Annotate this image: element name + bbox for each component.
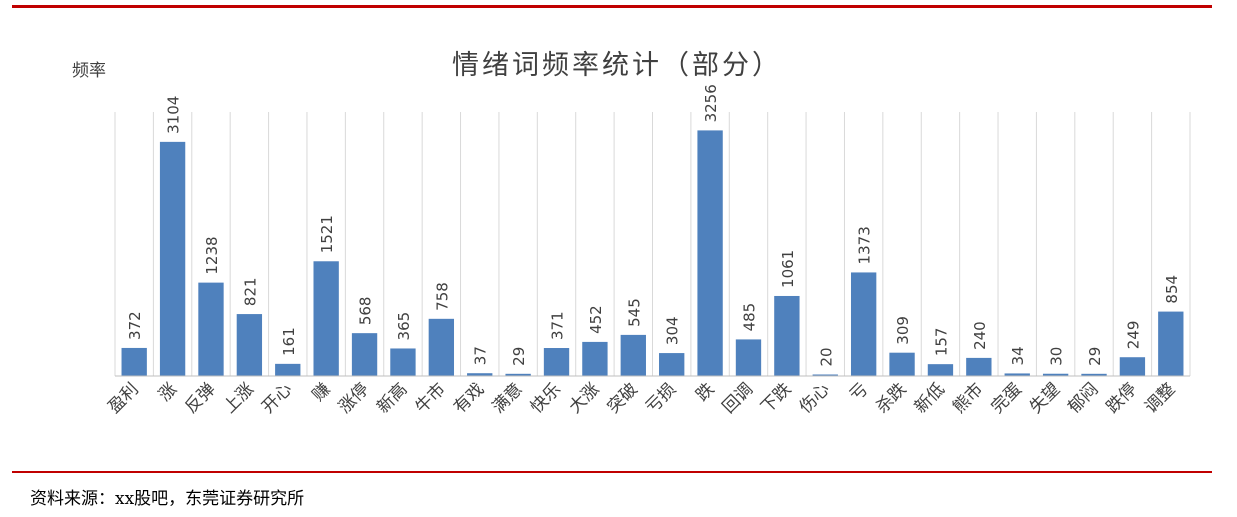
bar-value-label: 304 bbox=[664, 316, 682, 345]
category-label: 新低 bbox=[911, 379, 949, 417]
bar-value-label: 371 bbox=[549, 311, 567, 340]
bar-value-label: 365 bbox=[395, 312, 413, 341]
bar bbox=[390, 348, 416, 376]
category-label: 大涨 bbox=[565, 379, 603, 417]
category-label: 伤心 bbox=[796, 379, 834, 417]
bar-value-label: 20 bbox=[817, 347, 835, 366]
value-labels: 372 3104 1238 821 161 1521 568 365 758 37 29 371 452… bbox=[126, 84, 1181, 366]
category-label: 跌停 bbox=[1103, 379, 1141, 417]
category-label: 亏损 bbox=[642, 379, 680, 417]
category-label: 回调 bbox=[719, 379, 757, 417]
category-label: 跌 bbox=[692, 379, 718, 405]
category-label: 涨停 bbox=[335, 379, 373, 417]
category-label: 盈利 bbox=[105, 379, 143, 417]
bar bbox=[351, 333, 378, 376]
bar bbox=[697, 130, 723, 376]
bottom-rule bbox=[12, 471, 1212, 473]
bars bbox=[121, 130, 1184, 376]
bar bbox=[620, 334, 646, 376]
chart-title: 情绪词频率统计（部分） bbox=[452, 50, 782, 81]
bar-value-label: 29 bbox=[510, 347, 528, 366]
bar bbox=[428, 318, 455, 376]
category-label: 完蛋 bbox=[988, 379, 1026, 417]
category-label: 反弹 bbox=[181, 379, 219, 417]
bar-value-label: 1061 bbox=[779, 250, 797, 288]
bar-value-label: 309 bbox=[894, 316, 912, 345]
category-label: 牛市 bbox=[412, 379, 450, 417]
bar bbox=[812, 374, 838, 376]
bar-value-label: 161 bbox=[280, 327, 298, 356]
category-label: 郁闷 bbox=[1064, 379, 1102, 417]
bar bbox=[543, 348, 570, 376]
bar-value-label: 1238 bbox=[203, 236, 221, 274]
category-label: 满意 bbox=[488, 379, 526, 417]
category-label: 赚 bbox=[309, 379, 335, 405]
bar bbox=[121, 347, 147, 376]
bar-value-label: 29 bbox=[1086, 347, 1104, 366]
bar bbox=[850, 272, 877, 376]
category-labels: 盈利涨反弹 上涨 开心赚涨停 新高 牛市 有戏 满意 快乐 大涨 突破 亏损跌回调 下跌 伤心亏杀跌 新低… bbox=[105, 379, 1180, 417]
bar-chart: 情绪词频率统计（部分） 频率 3723104123882116115215683… bbox=[72, 50, 1191, 418]
bar bbox=[505, 373, 531, 376]
top-rule bbox=[12, 5, 1212, 8]
bar bbox=[659, 353, 685, 376]
bar bbox=[275, 363, 301, 376]
bar bbox=[774, 295, 800, 376]
category-label: 调整 bbox=[1141, 379, 1179, 417]
source-note: 资料来源：xx股吧，东莞证券研究所 bbox=[30, 489, 305, 509]
bar-value-label: 34 bbox=[1009, 346, 1027, 365]
bar-value-label: 3104 bbox=[165, 96, 183, 134]
category-label: 下跌 bbox=[757, 379, 795, 417]
bar-value-label: 854 bbox=[1163, 275, 1181, 304]
bar-value-label: 240 bbox=[971, 321, 989, 350]
bar-value-label: 37 bbox=[472, 346, 490, 365]
bar-value-label: 545 bbox=[625, 298, 643, 327]
category-label: 亏 bbox=[846, 379, 872, 405]
bar-value-label: 758 bbox=[433, 282, 451, 311]
bar-value-label: 30 bbox=[1048, 347, 1066, 366]
bar bbox=[1081, 373, 1107, 376]
bar bbox=[198, 282, 224, 376]
category-label: 上涨 bbox=[220, 379, 258, 417]
bar bbox=[582, 341, 608, 376]
bar-value-label: 249 bbox=[1124, 321, 1142, 350]
bar-value-label: 3256 bbox=[702, 84, 720, 122]
bar bbox=[889, 352, 915, 376]
gridlines bbox=[114, 112, 1191, 376]
bar bbox=[735, 339, 762, 376]
bar bbox=[966, 357, 992, 376]
category-label: 有戏 bbox=[450, 379, 488, 417]
bar bbox=[159, 141, 186, 376]
bar-value-label: 1521 bbox=[318, 215, 336, 253]
category-label: 突破 bbox=[604, 379, 642, 417]
bar-value-label: 821 bbox=[241, 277, 259, 306]
bar bbox=[467, 373, 493, 376]
category-label: 新高 bbox=[373, 379, 411, 417]
category-label: 开心 bbox=[258, 379, 296, 417]
category-label: 涨 bbox=[155, 379, 181, 405]
bar bbox=[1119, 357, 1146, 376]
bar bbox=[1004, 373, 1030, 376]
bar-value-label: 157 bbox=[932, 328, 950, 357]
bar-value-label: 452 bbox=[587, 305, 605, 334]
bar-value-label: 485 bbox=[740, 303, 758, 332]
category-label: 失望 bbox=[1026, 379, 1064, 417]
bar-value-label: 568 bbox=[357, 297, 375, 326]
category-label: 熊市 bbox=[949, 379, 987, 417]
bar bbox=[1158, 311, 1184, 376]
bar bbox=[236, 314, 263, 376]
bar-value-label: 372 bbox=[126, 311, 144, 340]
bar-value-label: 1373 bbox=[856, 226, 874, 264]
bar bbox=[927, 364, 954, 376]
category-label: 杀跌 bbox=[872, 379, 910, 417]
y-axis-label: 频率 bbox=[72, 61, 106, 81]
bar bbox=[1042, 373, 1069, 376]
bar bbox=[313, 261, 339, 376]
category-label: 快乐 bbox=[527, 379, 565, 417]
